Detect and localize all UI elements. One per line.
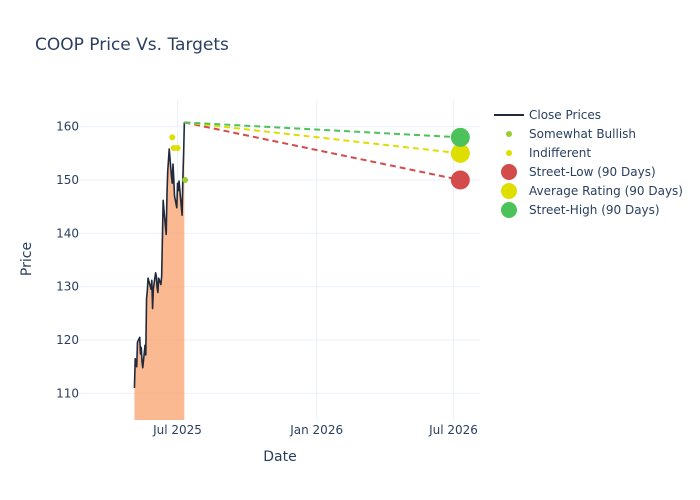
y-tick-label-4: 150: [56, 173, 79, 187]
legend[interactable]: Close Prices Somewhat Bullish Indifferent S…: [494, 108, 683, 218]
legend-item-1[interactable]: Somewhat Bullish: [506, 127, 636, 141]
x-axis-label: Date: [263, 449, 296, 465]
legend-label-1: Somewhat Bullish: [529, 127, 636, 141]
y-axis-ticks: 110 120 130 140 150 160: [56, 120, 79, 401]
x-tick-label-2: Jul 2026: [428, 423, 478, 437]
target-marker-5: [450, 127, 470, 147]
price-area: [134, 122, 185, 421]
legend-item-2[interactable]: Indifferent: [506, 146, 591, 160]
marker-2-2: [174, 145, 181, 151]
series-lines: [133, 121, 461, 389]
target-line-5: [184, 121, 461, 139]
target-marker-4: [450, 143, 470, 163]
legend-label-0: Close Prices: [529, 108, 601, 122]
legend-label-5: Street-High (90 Days): [529, 203, 660, 217]
legend-swatch-1: [506, 131, 512, 137]
legend-label-2: Indifferent: [529, 146, 591, 160]
legend-swatch-5: [501, 202, 517, 218]
marker-2-0: [169, 134, 176, 141]
x-tick-label-0: Jul 2025: [152, 423, 202, 437]
x-tick-label-1: Jan 2026: [289, 423, 343, 437]
close-price-area: [134, 122, 185, 421]
legend-swatch-3: [501, 164, 517, 180]
legend-item-0[interactable]: Close Prices: [494, 108, 601, 122]
legend-label-3: Street-Low (90 Days): [529, 165, 656, 179]
y-tick-label-1: 120: [56, 333, 79, 347]
legend-swatch-4: [501, 183, 517, 199]
legend-item-4[interactable]: Average Rating (90 Days): [501, 183, 683, 199]
target-line-4: [184, 121, 461, 155]
target-line-3: [184, 121, 461, 181]
legend-item-5[interactable]: Street-High (90 Days): [501, 202, 660, 218]
close-price-line: [133, 122, 186, 389]
legend-label-4: Average Rating (90 Days): [529, 184, 683, 198]
y-axis-label: Price: [19, 242, 35, 276]
series-markers: [169, 127, 470, 190]
target-marker-3: [450, 170, 470, 190]
y-tick-label-0: 110: [56, 386, 79, 400]
x-axis-ticks: Jul 2025 Jan 2026 Jul 2026: [152, 423, 478, 437]
legend-swatch-2: [506, 150, 512, 156]
y-tick-label-3: 140: [56, 226, 79, 240]
chart-title: COOP Price Vs. Targets: [35, 35, 229, 55]
legend-item-3[interactable]: Street-Low (90 Days): [501, 164, 656, 180]
y-tick-label-2: 130: [56, 280, 79, 294]
y-tick-label-5: 160: [56, 120, 79, 134]
marker-1-0: [182, 177, 189, 183]
